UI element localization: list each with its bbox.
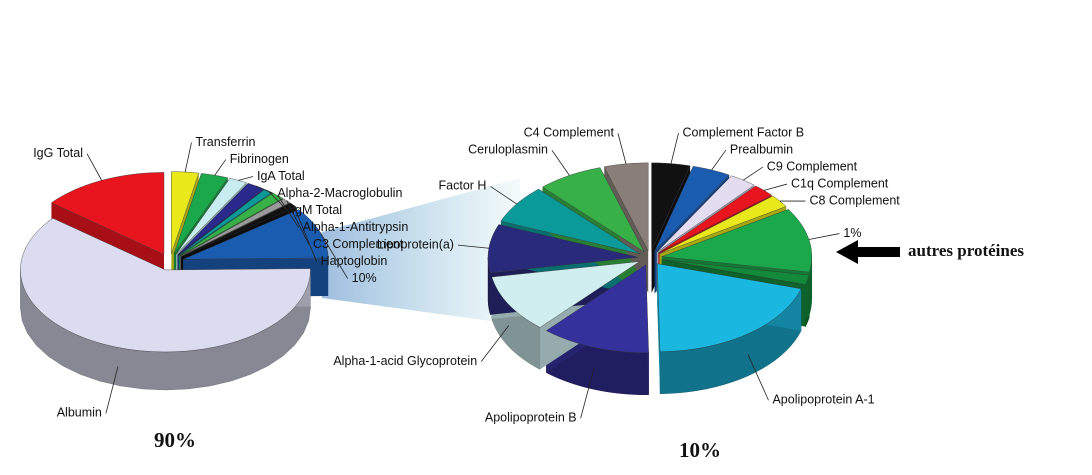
slice-label: Lipoprotein(a) — [377, 237, 454, 251]
slice-label: C1q Complement — [791, 176, 889, 190]
pie-slice — [51, 172, 165, 255]
leader-line — [480, 325, 510, 362]
slice-label: C3 Complement — [313, 237, 404, 251]
slice-label: Alpha-2-Macroglobulin — [277, 186, 402, 200]
slice-label: C4 Complement — [524, 126, 615, 140]
caption: 90% — [154, 428, 196, 452]
leader-line — [238, 176, 254, 181]
leader-line — [86, 153, 103, 181]
slice-label: Apolipoprotein B — [485, 411, 577, 425]
leader-line — [580, 368, 595, 419]
pie-slice — [491, 261, 640, 328]
pie-slice — [20, 218, 311, 353]
leader-line — [711, 149, 727, 171]
slice-label: Complement Factor B — [683, 125, 805, 139]
pie-slice — [603, 162, 649, 251]
pie-slice — [657, 263, 802, 352]
pie-slice — [545, 264, 649, 353]
slice-label: Fibrinogen — [230, 152, 289, 166]
leader-line — [293, 204, 317, 262]
pie-slice — [661, 209, 812, 273]
slice-label: IgA Total — [257, 169, 305, 183]
leader-line — [319, 232, 348, 279]
leader-line — [277, 195, 300, 228]
leader-line — [747, 354, 769, 401]
slice-label: Ceruloplasmin — [468, 143, 548, 157]
pie-slice — [180, 202, 297, 257]
leader-line — [808, 233, 840, 240]
slice-label: IgG Total — [33, 146, 83, 160]
slice-label: Albumin — [57, 406, 102, 420]
pie-slice — [659, 195, 787, 254]
slice-label: Alpha-1-acid Glycoprotein — [333, 354, 477, 368]
leader-line — [551, 150, 570, 176]
slice-label: IgM Total — [292, 203, 343, 217]
leader-line — [268, 190, 288, 211]
slice-label: Factor H — [439, 179, 487, 193]
pie-slice — [173, 173, 229, 255]
pie-slice — [658, 185, 773, 254]
connector-band — [322, 178, 520, 325]
leader-line — [670, 132, 679, 164]
slice-tops — [20, 171, 329, 353]
slice-label: Transferrin — [195, 135, 255, 149]
slice-label: 1% — [843, 226, 861, 240]
slice-label: Apolipoprotein A-1 — [772, 393, 874, 407]
leader-line — [214, 159, 227, 176]
leader-line — [105, 366, 119, 414]
slice-label: C8 Complement — [809, 193, 900, 207]
slice-label: Haptoglobin — [321, 254, 388, 268]
leader-line — [286, 200, 310, 245]
slice-label: C9 Complement — [767, 159, 858, 173]
leader-line — [184, 142, 192, 173]
pie-slice — [651, 162, 691, 251]
slice-face — [657, 263, 661, 394]
pie-slice — [175, 178, 247, 255]
slice-label: Alpha-1-Antitrypsin — [303, 220, 409, 234]
leader-line — [763, 183, 788, 191]
leader-line — [490, 186, 517, 205]
annotation: autres protéines — [908, 241, 1024, 260]
leader-line — [743, 166, 764, 181]
arrow — [836, 240, 900, 264]
pie-slice — [183, 209, 329, 260]
slice-tops — [487, 162, 812, 353]
slice-label: 10% — [352, 271, 377, 285]
leader-line — [255, 185, 274, 194]
slice-label: Prealbumin — [730, 142, 793, 156]
pie-slice — [661, 259, 810, 285]
leader-line — [457, 244, 489, 249]
pie-slice — [500, 188, 641, 255]
caption: 10% — [679, 438, 721, 462]
pie-slice — [487, 224, 639, 273]
leader-line — [617, 133, 627, 164]
